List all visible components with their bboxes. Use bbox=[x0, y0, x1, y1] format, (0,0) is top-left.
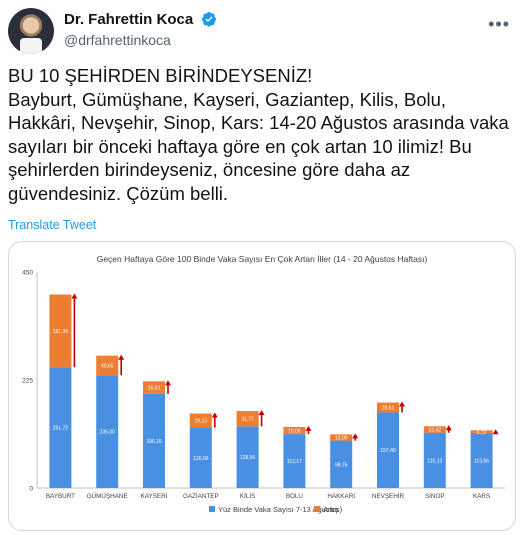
bar-chart: 0 225 450 251,72 151,39 BAYBURT 235,00 40,65 GÜM… bbox=[22, 270, 505, 500]
bar-increase bbox=[330, 434, 353, 441]
data-label-increase: 13,00 bbox=[335, 435, 348, 441]
bar-increase bbox=[283, 426, 306, 435]
x-tick-label: BAYBURT bbox=[46, 493, 75, 500]
y-tick-label: 450 bbox=[22, 270, 33, 277]
data-label-base: 112,17 bbox=[287, 459, 302, 465]
legend-item-base: Yüz Binde Vaka Sayısı 7-13 Ağustos) bbox=[209, 505, 342, 514]
bar-base bbox=[49, 367, 72, 488]
increase-arrow-head bbox=[398, 401, 405, 407]
data-label-base: 98,75 bbox=[335, 462, 348, 468]
data-label-base: 196,16 bbox=[146, 439, 162, 445]
data-label-increase: 15,06 bbox=[288, 429, 301, 435]
increase-arrow-head bbox=[445, 425, 452, 431]
data-label-base: 157,40 bbox=[380, 448, 396, 454]
bar-base bbox=[96, 375, 119, 488]
tweet-header: Dr. Fahrettin Koca @drfahrettinkoca ••• bbox=[8, 8, 516, 56]
data-label-increase: 26,02 bbox=[148, 386, 161, 392]
chart-title: Geçen Haftaya Göre 100 Binde Vaka Sayısı… bbox=[96, 254, 428, 264]
data-label-base: 113,56 bbox=[474, 459, 489, 465]
bar-base bbox=[423, 432, 446, 488]
tweet-text: BU 10 ŞEHİRDEN BİRİNDEYSENİZ! Bayburt, G… bbox=[8, 65, 509, 204]
data-label-increase: 13,42 bbox=[429, 428, 442, 434]
translate-tweet-link[interactable]: Translate Tweet bbox=[8, 218, 97, 232]
bar-base bbox=[283, 434, 306, 488]
increase-arrow-head bbox=[211, 412, 218, 418]
data-label-base: 251,72 bbox=[53, 426, 69, 432]
x-tick-label: KİLİS bbox=[240, 491, 255, 500]
bar-base bbox=[330, 440, 353, 488]
bar-increase bbox=[377, 402, 399, 413]
x-tick-label: GÜMÜŞHANE bbox=[87, 492, 128, 500]
increase-arrow-head bbox=[164, 380, 171, 386]
bar-base bbox=[470, 433, 493, 488]
data-label-increase: 40,65 bbox=[101, 363, 114, 369]
data-label-base: 128,56 bbox=[240, 455, 256, 461]
x-tick-label: NEVŞEHİR bbox=[372, 491, 405, 500]
bar-base bbox=[377, 412, 399, 488]
data-label-increase: 151,39 bbox=[53, 329, 69, 335]
verified-badge-icon bbox=[201, 12, 216, 27]
tweet-media-chart[interactable]: Geçen Haftaya Göre 100 Binde Vaka Sayısı… bbox=[8, 241, 516, 531]
bar-base bbox=[236, 426, 259, 488]
bar-increase bbox=[236, 411, 259, 427]
data-label-increase: 29,13 bbox=[195, 419, 208, 425]
data-label-increase: 31,77 bbox=[241, 417, 254, 423]
x-tick-label: GAZİANTEP bbox=[183, 491, 219, 500]
legend-item-increase: Artış bbox=[314, 505, 338, 514]
x-tick-label: SİNOP bbox=[425, 491, 445, 500]
increase-arrow-head bbox=[71, 293, 78, 299]
author-handle[interactable]: @drfahrettinkoca bbox=[64, 32, 171, 48]
legend-label-base: Yüz Binde Vaka Sayısı 7-13 Ağustos) bbox=[218, 505, 343, 514]
data-label-base: 235,00 bbox=[100, 430, 116, 436]
avatar[interactable] bbox=[8, 8, 54, 54]
bar-increase bbox=[470, 430, 493, 434]
more-options-icon[interactable]: ••• bbox=[488, 14, 510, 34]
legend-swatch-increase bbox=[314, 506, 320, 512]
bar-increase bbox=[49, 294, 72, 368]
bar-increase bbox=[423, 426, 446, 433]
legend-swatch-base bbox=[209, 506, 215, 512]
increase-arrow-head bbox=[492, 429, 499, 435]
y-tick-label: 0 bbox=[29, 486, 33, 493]
x-tick-label: BOLU bbox=[286, 493, 304, 500]
y-tick-label: 225 bbox=[22, 378, 33, 385]
bar-base bbox=[189, 427, 212, 488]
bar-increase bbox=[189, 413, 212, 428]
data-label-increase: 20,61 bbox=[382, 406, 395, 412]
data-label-base: 126,00 bbox=[193, 456, 209, 462]
bar-base bbox=[143, 393, 165, 488]
author-display-name[interactable]: Dr. Fahrettin Koca bbox=[64, 11, 194, 28]
increase-arrow-head bbox=[258, 410, 265, 416]
bar-increase bbox=[96, 355, 119, 376]
x-tick-label: KARS bbox=[473, 493, 490, 500]
data-label-increase: 6,72 bbox=[477, 430, 487, 436]
increase-arrow-head bbox=[305, 425, 312, 431]
data-label-base: 115,13 bbox=[427, 458, 442, 464]
author-info: Dr. Fahrettin Koca @drfahrettinkoca bbox=[64, 11, 217, 48]
increase-arrow-head bbox=[118, 354, 125, 360]
legend-label-increase: Artış bbox=[323, 505, 339, 514]
x-tick-label: HAKKARİ bbox=[327, 491, 355, 500]
bar-increase bbox=[143, 381, 165, 394]
x-tick-label: KAYSERİ bbox=[141, 491, 168, 500]
increase-arrow-head bbox=[352, 433, 359, 439]
